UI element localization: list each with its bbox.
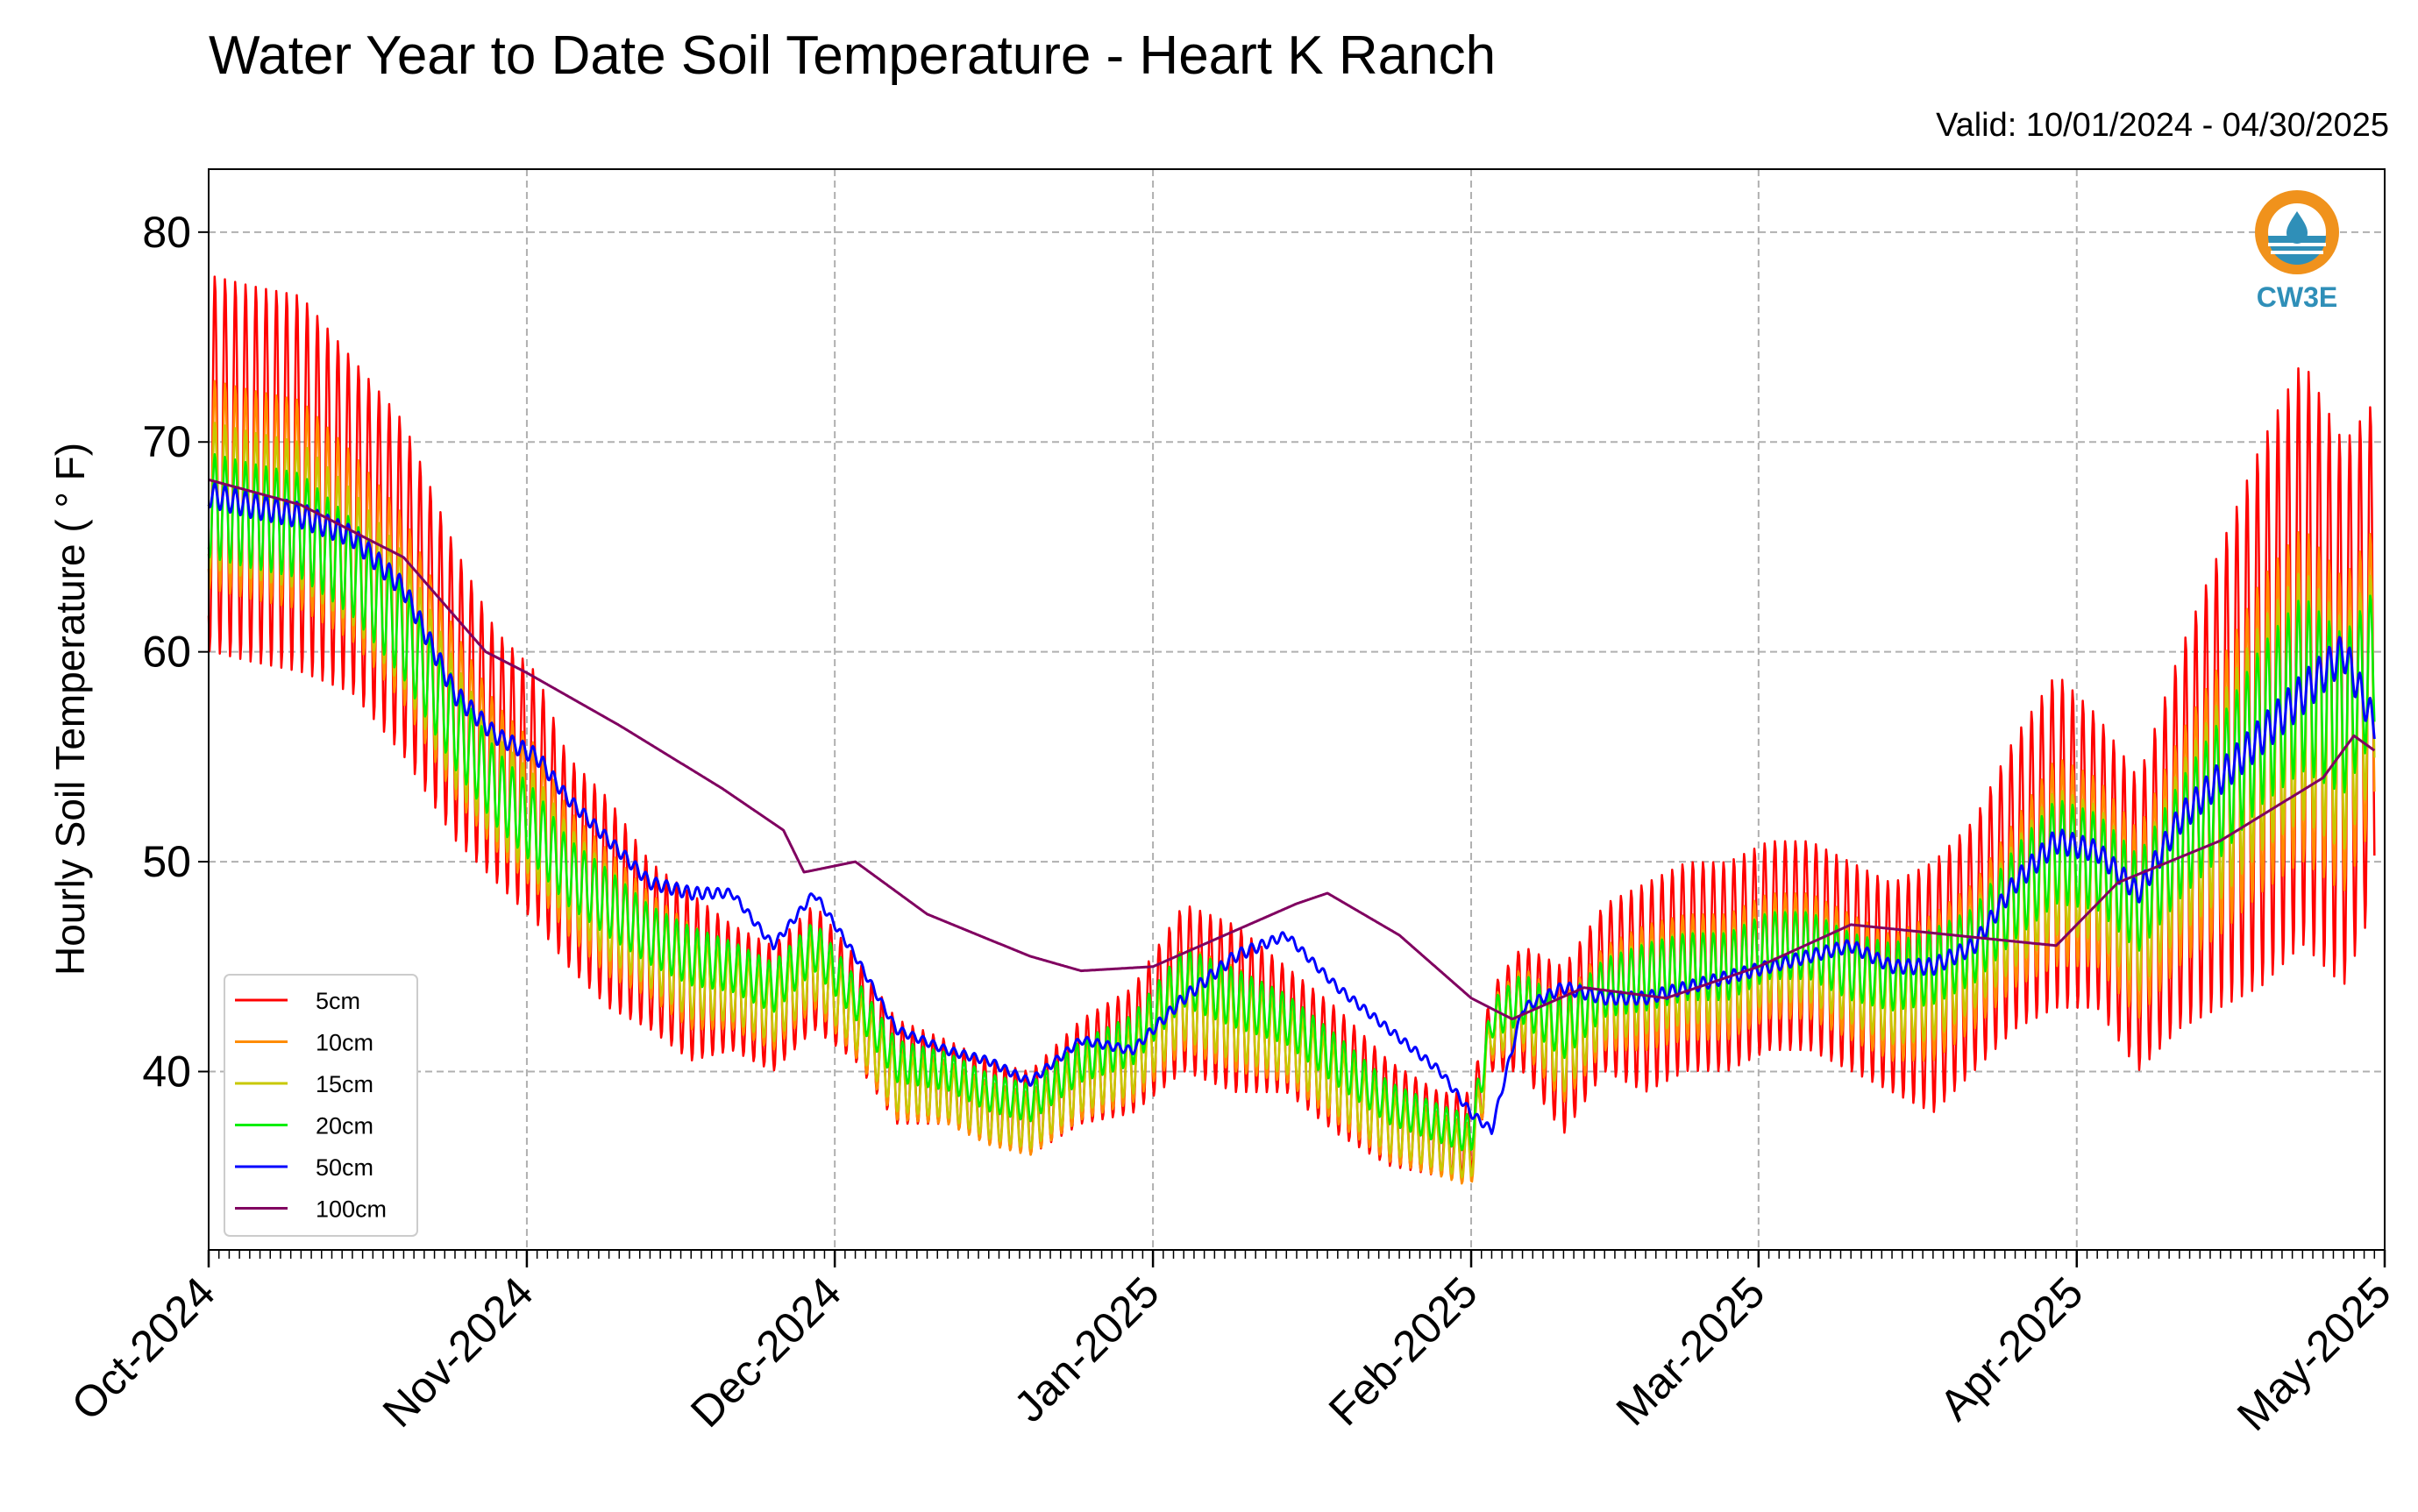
x-tick-label: Nov-2024 bbox=[373, 1267, 543, 1437]
x-tick-label: Feb-2025 bbox=[1319, 1267, 1487, 1435]
legend-label: 100cm bbox=[316, 1196, 387, 1223]
y-tick-label: 50 bbox=[142, 837, 191, 886]
legend-box bbox=[224, 974, 418, 1237]
x-tick-label: May-2025 bbox=[2228, 1267, 2400, 1440]
x-tick-label: Mar-2025 bbox=[1607, 1267, 1774, 1435]
legend-label: 50cm bbox=[316, 1154, 373, 1181]
legend-label: 5cm bbox=[316, 988, 360, 1014]
y-axis-label: Hourly Soil Temperature ( ° F) bbox=[47, 443, 93, 976]
chart-subtitle: Valid: 10/01/2024 - 04/30/2025 bbox=[1936, 107, 2389, 144]
legend: 5cm 10cm 15cm 20cm 50cm 100cm bbox=[224, 974, 418, 1237]
series-layer bbox=[207, 275, 2376, 1185]
series-line-50cm bbox=[207, 482, 2376, 1135]
x-tick-label: Dec-2024 bbox=[681, 1267, 850, 1437]
y-tick-label: 70 bbox=[142, 417, 191, 466]
logo-text: CW3E bbox=[2257, 281, 2337, 313]
logo-wave-line-icon bbox=[2271, 251, 2323, 254]
series-line-5cm bbox=[207, 275, 2376, 1178]
water-drop-icon bbox=[2286, 211, 2308, 244]
x-tick-label: Oct-2024 bbox=[62, 1267, 224, 1430]
y-tick-label: 40 bbox=[142, 1047, 191, 1096]
x-tick-label: Apr-2025 bbox=[1930, 1267, 2092, 1430]
cw3e-logo: CW3E bbox=[2255, 190, 2339, 313]
y-tick-label: 80 bbox=[142, 208, 191, 257]
series-line-20cm bbox=[207, 453, 2376, 1152]
y-tick-label: 60 bbox=[142, 628, 191, 677]
legend-label: 20cm bbox=[316, 1113, 373, 1139]
legend-label: 10cm bbox=[316, 1030, 373, 1056]
chart-title: Water Year to Date Soil Temperature - He… bbox=[209, 25, 1497, 86]
x-tick-label: Jan-2025 bbox=[1005, 1267, 1169, 1431]
legend-label: 15cm bbox=[316, 1071, 373, 1097]
series-line-100cm bbox=[208, 478, 2376, 1021]
logo-wave-line-icon bbox=[2268, 243, 2326, 246]
